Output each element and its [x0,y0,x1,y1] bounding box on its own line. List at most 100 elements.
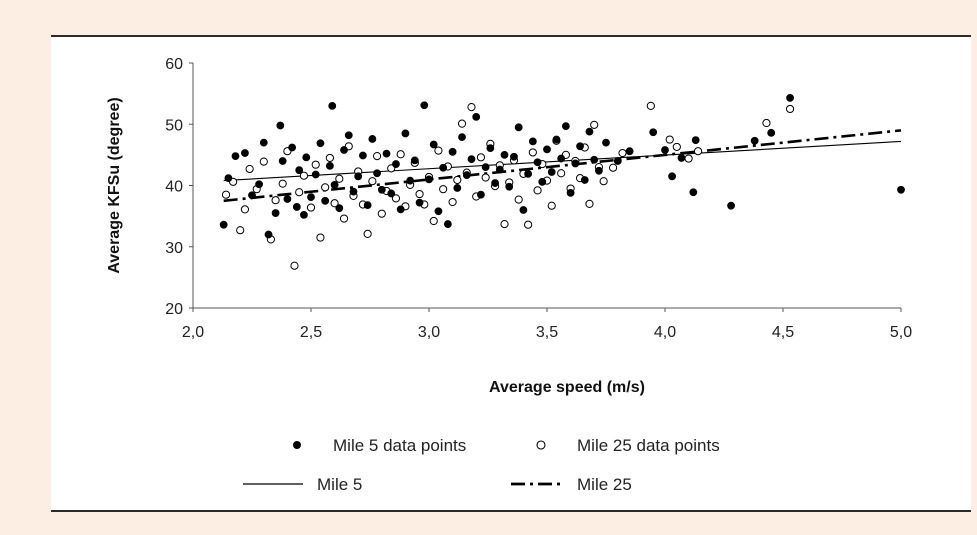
legend-label-mile25-line: Mile 25 [577,475,632,494]
data-point-mile25 [557,169,566,178]
data-point-mile5 [524,169,533,178]
data-point-mile25 [221,190,231,199]
y-tick-label: 60 [165,56,183,73]
data-point-mile25 [335,174,344,183]
data-point-mile5 [602,138,610,147]
data-point-mile5 [543,145,551,154]
data-point-mile5 [750,136,759,145]
data-point-mile25 [672,142,681,152]
data-point-mile5 [439,163,448,172]
data-point-mile5 [396,205,405,214]
data-point-mile5 [340,146,348,154]
data-point-mile5 [307,193,315,202]
data-point-mile5 [467,155,476,164]
data-point-mile5 [377,185,386,194]
data-point-mile5 [373,169,381,178]
data-point-mile25 [271,196,280,205]
data-point-mile5 [344,131,353,140]
data-point-mile5 [231,152,240,160]
legend-marker-mile5-points [293,441,301,449]
data-point-mile25 [547,201,556,210]
data-point-mile5 [472,113,481,121]
data-point-mile25 [453,175,462,185]
data-point-mile25 [368,177,377,186]
data-point-mile5 [458,133,466,142]
x-tick-label: 2,5 [300,324,322,341]
data-point-mile25 [684,154,693,163]
data-point-mile25 [590,120,599,129]
data-point-mile25 [391,194,401,203]
data-point-mile25 [240,205,250,214]
data-point-mile5 [486,144,495,153]
x-tick-labels: 2,0 2,5 3,0 3,5 4,0 4,5 5,0 [182,308,912,341]
legend-label-mile5-points: Mile 5 data points [333,436,466,455]
y-axis-title: Average KFSu (degree) [106,97,123,273]
data-point-mile5 [595,166,603,175]
data-point-mile5 [510,152,518,161]
data-point-mile25 [608,163,618,172]
chart-frame: 20 30 40 50 60 2,0 2,5 3,0 3,5 4,0 4,5 5,0 Average… [51,35,971,512]
data-point-mile5 [425,175,433,184]
data-points [219,94,905,270]
data-point-mile25 [295,188,304,197]
data-point-mile5 [495,165,504,174]
data-point-mile25 [599,177,608,186]
data-point-mile25 [236,226,245,235]
x-axis-title: Average speed (m/s) [489,379,645,396]
data-point-mile5 [477,190,485,199]
data-point-mile5 [415,198,424,207]
data-point-mile5 [514,123,523,132]
data-point-mile5 [689,188,698,197]
data-point-mile5 [283,195,292,203]
legend-marker-mile25-points [536,440,546,450]
data-point-mile5 [668,172,676,181]
data-point-mile25 [762,118,771,128]
data-point-mile25 [316,233,325,242]
x-tick-label: 5,0 [890,324,912,341]
trendline-mile25 [223,129,902,203]
data-point-mile25 [434,146,443,155]
data-point-mile25 [245,164,254,174]
legend-label-mile5-line: Mile 5 [317,475,362,494]
data-point-mile5 [219,220,228,229]
data-point-mile5 [613,157,622,165]
data-point-mile5 [311,170,320,179]
data-point-mile5 [434,207,443,216]
data-point-mile5 [264,230,273,239]
data-point-mile25 [339,214,349,223]
legend: Mile 5 data points Mile 25 data points M… [243,436,720,494]
data-point-mile5 [387,189,396,198]
data-point-mile5 [292,203,301,211]
data-point-mile5 [453,184,462,192]
data-point-mile5 [401,129,410,138]
data-point-mile5 [571,159,580,168]
data-point-mile5 [349,187,358,196]
data-point-mile5 [481,163,490,172]
data-point-mile5 [392,160,400,168]
data-point-mile5 [278,157,287,165]
data-point-mile5 [276,121,285,130]
data-point-mile5 [368,135,377,143]
data-point-mile5 [259,138,268,147]
data-point-mile25 [439,185,448,194]
data-point-mile25 [429,216,438,226]
data-point-mile5 [625,147,634,156]
data-point-mile25 [514,195,523,204]
data-point-mile5 [448,147,457,156]
data-point-mile25 [528,148,537,157]
data-point-mile25 [259,157,268,166]
data-point-mile5 [661,146,669,154]
data-point-mile5 [786,94,794,102]
data-point-mile25 [646,101,655,110]
axes [192,63,901,309]
data-point-mile5 [443,220,452,228]
x-tick-label: 4,5 [772,324,794,341]
data-point-mile5 [691,136,700,145]
data-point-mile5 [649,128,658,137]
data-point-mile25 [325,153,334,163]
x-tick-label: 4,0 [654,324,676,341]
data-point-mile25 [476,153,486,162]
data-point-mile5 [354,172,363,181]
data-point-mile25 [278,179,287,188]
data-point-mile5 [552,135,561,144]
